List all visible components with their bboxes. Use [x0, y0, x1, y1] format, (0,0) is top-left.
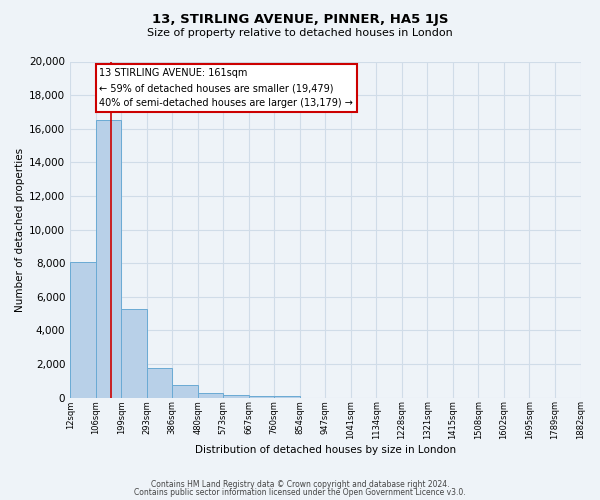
Bar [95, 120, 121, 398]
Text: Size of property relative to detached houses in London: Size of property relative to detached ho… [147, 28, 453, 38]
Bar [147, 368, 172, 398]
Text: Contains public sector information licensed under the Open Government Licence v3: Contains public sector information licen… [134, 488, 466, 497]
Text: 13 STIRLING AVENUE: 161sqm
← 59% of detached houses are smaller (19,479)
40% of : 13 STIRLING AVENUE: 161sqm ← 59% of deta… [100, 68, 353, 108]
Bar [70, 262, 95, 398]
Bar [223, 394, 249, 398]
Bar [172, 385, 198, 398]
Bar [274, 396, 300, 398]
Bar [198, 392, 223, 398]
Bar [249, 396, 274, 398]
Bar [121, 310, 147, 398]
Text: Contains HM Land Registry data © Crown copyright and database right 2024.: Contains HM Land Registry data © Crown c… [151, 480, 449, 489]
X-axis label: Distribution of detached houses by size in London: Distribution of detached houses by size … [195, 445, 456, 455]
Y-axis label: Number of detached properties: Number of detached properties [15, 148, 25, 312]
Text: 13, STIRLING AVENUE, PINNER, HA5 1JS: 13, STIRLING AVENUE, PINNER, HA5 1JS [152, 12, 448, 26]
